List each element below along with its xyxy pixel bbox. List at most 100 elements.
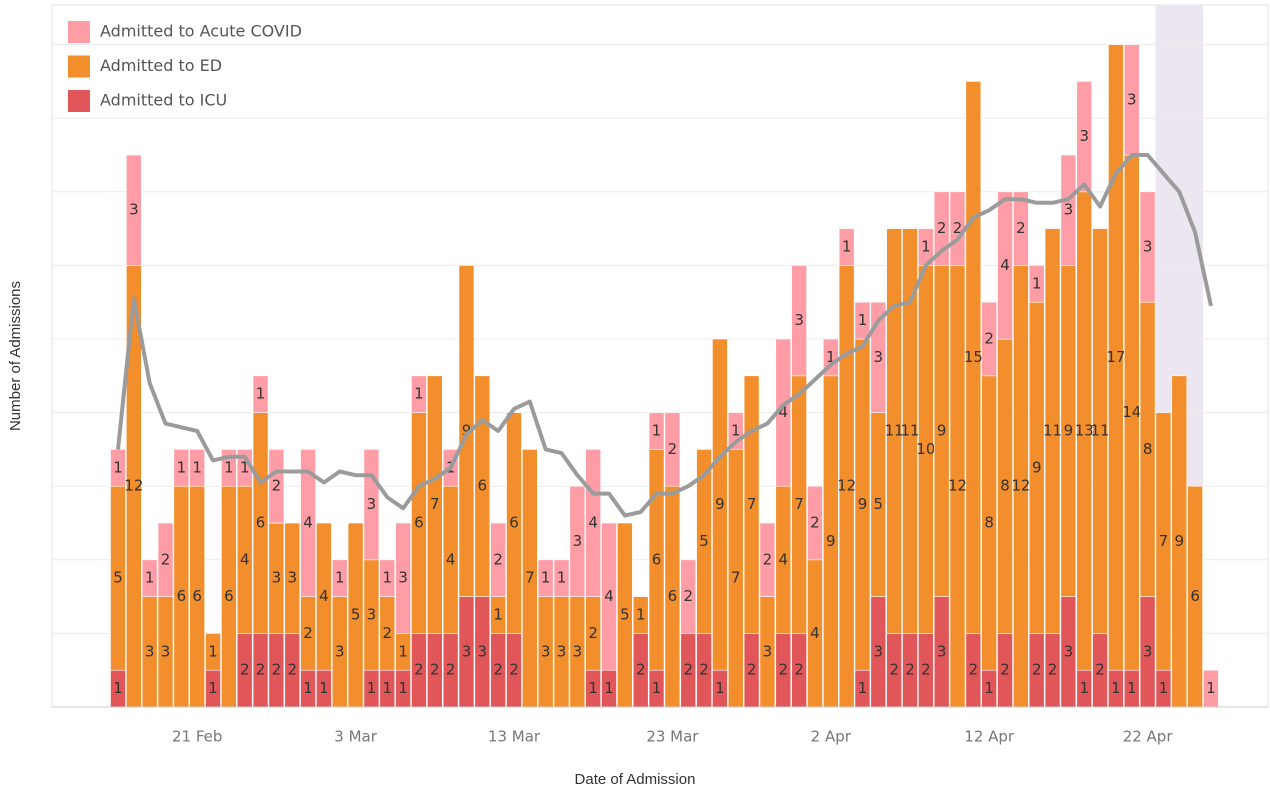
bar-value-label: 4 xyxy=(446,550,456,568)
legend-swatch xyxy=(68,21,90,43)
bar-value-label: 5 xyxy=(699,532,709,550)
bar-value-label: 1 xyxy=(303,679,313,697)
bar-value-label: 1 xyxy=(1079,679,1089,697)
bar-value-label: 7 xyxy=(525,569,535,587)
bar-segment xyxy=(807,485,823,561)
bar-segment xyxy=(268,449,285,524)
bar-value-label: 11 xyxy=(1043,422,1062,440)
bar-value-label: 6 xyxy=(668,587,678,605)
bar-value-label: 1 xyxy=(1111,679,1121,697)
bar-value-label: 2 xyxy=(779,661,789,679)
bar-value-label: 1 xyxy=(383,569,393,587)
bar-value-label: 3 xyxy=(874,642,884,660)
bar-value-label: 4 xyxy=(810,624,820,642)
bar-value-label: 1 xyxy=(208,679,218,697)
x-tick-label: 23 Mar xyxy=(646,728,699,746)
bar-value-label: 1 xyxy=(731,422,741,440)
bar-value-label: 12 xyxy=(1011,477,1030,495)
bar-segment xyxy=(601,522,617,671)
bar-value-label: 2 xyxy=(969,661,979,679)
bar-value-label: 3 xyxy=(462,642,472,660)
bar-value-label: 1 xyxy=(604,679,614,697)
bar-segment xyxy=(1076,81,1093,193)
bar-value-label: 6 xyxy=(177,587,187,605)
bar-segment xyxy=(886,228,902,634)
bar-value-label: 1 xyxy=(541,569,551,587)
bar-value-label: 1 xyxy=(208,642,218,660)
bar-segment xyxy=(331,559,348,597)
bar-value-label: 3 xyxy=(367,495,377,513)
bar-value-label: 2 xyxy=(1016,219,1026,237)
bar-segment xyxy=(1060,154,1077,266)
bar-value-label: 2 xyxy=(763,550,773,568)
bar-value-label: 7 xyxy=(747,495,757,513)
bar-segment xyxy=(126,154,142,266)
x-tick-label: 13 Mar xyxy=(488,728,541,746)
bar-value-label: 1 xyxy=(921,238,931,256)
bar-value-label: 3 xyxy=(557,642,567,660)
bar-segment xyxy=(759,522,776,597)
bar-value-label: 9 xyxy=(1032,458,1042,476)
bar-value-label: 6 xyxy=(224,587,234,605)
bar-value-label: 3 xyxy=(794,311,804,329)
bar-value-label: 1 xyxy=(398,642,408,660)
bar-value-label: 4 xyxy=(779,550,789,568)
bar-value-label: 3 xyxy=(1064,642,1074,660)
bar-value-label: 1 xyxy=(1206,679,1216,697)
bar-value-label: 1 xyxy=(1127,679,1137,697)
bar-value-label: 11 xyxy=(885,422,904,440)
legend-label: Admitted to ED xyxy=(100,56,222,75)
bar-value-label: 2 xyxy=(668,440,678,458)
bar-value-label: 1 xyxy=(858,679,868,697)
bar-segment xyxy=(426,375,443,634)
bar-value-label: 9 xyxy=(858,495,868,513)
bar-value-label: 4 xyxy=(604,587,614,605)
bar-value-label: 3 xyxy=(573,642,583,660)
bar-value-label: 3 xyxy=(1079,127,1089,145)
bar-value-label: 2 xyxy=(889,661,899,679)
bar-value-label: 1 xyxy=(493,606,503,624)
bar-value-label: 7 xyxy=(731,569,741,587)
bar-value-label: 3 xyxy=(937,642,947,660)
trend-line xyxy=(116,153,1213,518)
bar-value-label: 7 xyxy=(1159,532,1169,550)
bar-value-label: 1 xyxy=(145,569,155,587)
bar-segment xyxy=(1139,191,1156,303)
bar-value-label: 1 xyxy=(113,679,123,697)
bar-value-label: 3 xyxy=(874,348,884,366)
bar-value-label: 1 xyxy=(636,606,646,624)
bar-value-label: 1 xyxy=(398,679,408,697)
bar-segment xyxy=(284,522,301,634)
bar-value-label: 1 xyxy=(319,679,329,697)
bar-value-label: 3 xyxy=(335,642,345,660)
bar-segment xyxy=(537,559,554,597)
bar-value-label: 1 xyxy=(652,679,662,697)
bar-value-label: 2 xyxy=(905,661,915,679)
bar-value-label: 11 xyxy=(900,422,919,440)
bar-value-label: 1 xyxy=(383,679,393,697)
bar-value-label: 2 xyxy=(794,661,804,679)
bar-value-label: 7 xyxy=(794,495,804,513)
bar-value-label: 3 xyxy=(763,642,773,660)
bar-value-label: 12 xyxy=(837,477,856,495)
bar-value-label: 1 xyxy=(557,569,567,587)
bar-segment xyxy=(569,485,586,597)
bar-value-label: 5 xyxy=(351,606,361,624)
bar-value-label: 6 xyxy=(192,587,202,605)
bar-segment xyxy=(1155,412,1172,671)
bar-segment xyxy=(252,375,269,413)
bar-value-label: 3 xyxy=(161,642,171,660)
bar-segment xyxy=(1108,44,1124,671)
bar-segment xyxy=(902,228,918,634)
bar-value-label: 3 xyxy=(1143,238,1153,256)
bar-value-label: 2 xyxy=(287,661,297,679)
bar-value-label: 2 xyxy=(683,587,693,605)
bar-value-label: 2 xyxy=(272,661,282,679)
bar-value-label: 8 xyxy=(984,514,994,532)
bar-value-label: 9 xyxy=(826,532,836,550)
bar-value-label: 3 xyxy=(1143,642,1153,660)
bar-segment xyxy=(1013,191,1029,266)
bar-segment xyxy=(854,301,871,340)
bar-segment xyxy=(379,559,396,597)
bar-value-label: 3 xyxy=(367,606,377,624)
